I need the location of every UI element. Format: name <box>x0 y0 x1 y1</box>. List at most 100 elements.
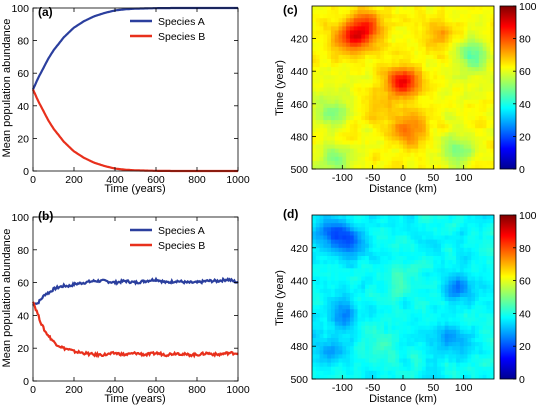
heatmap-cell <box>342 103 347 109</box>
heatmap-cell <box>482 227 487 232</box>
heatmap-cell <box>478 374 484 380</box>
heatmap-cell <box>490 91 495 97</box>
heatmap-cell <box>478 144 484 150</box>
heatmap-cell <box>459 71 465 76</box>
heatmap-cell <box>437 280 442 286</box>
heatmap-cell <box>425 313 430 318</box>
heatmap-cell <box>463 14 468 19</box>
heatmap-cell <box>380 124 385 129</box>
heatmap-cell <box>342 297 347 302</box>
heatmap-cell <box>425 264 430 269</box>
y-tick-label: 420 <box>290 34 308 46</box>
heatmap-cell <box>433 354 438 359</box>
heatmap-cell <box>376 156 381 162</box>
heatmap-cell <box>486 6 491 11</box>
heatmap-cell <box>334 346 339 351</box>
heatmap-cell <box>406 301 411 306</box>
heatmap-cell <box>399 99 404 105</box>
heatmap-cell <box>334 107 339 113</box>
heatmap-cell <box>444 34 449 40</box>
heatmap-cell <box>421 256 427 261</box>
colorbar-tick-label: 80 <box>519 243 531 255</box>
heatmap-cell <box>406 342 411 347</box>
heatmap-cell <box>414 292 419 298</box>
heatmap-cell <box>429 260 434 265</box>
heatmap-cell <box>399 160 404 166</box>
heatmap-cell <box>471 268 476 273</box>
heatmap-cell <box>444 280 449 286</box>
heatmap-cell <box>349 63 355 68</box>
heatmap-cell <box>478 26 484 31</box>
heatmap-cell <box>323 144 328 150</box>
heatmap-cell <box>437 95 442 101</box>
heatmap-cell <box>376 87 381 92</box>
heatmap-cell <box>338 284 343 290</box>
heatmap-cell <box>319 136 324 141</box>
heatmap-cell <box>467 164 472 170</box>
heatmap-cell <box>463 46 468 52</box>
heatmap-cell <box>418 317 423 322</box>
heatmap-cell <box>403 325 408 331</box>
heatmap-cell <box>452 292 457 298</box>
heatmap-cell <box>406 276 411 281</box>
heatmap-cell <box>327 219 332 224</box>
heatmap-cell <box>338 333 343 339</box>
heatmap-cell <box>425 58 430 64</box>
heatmap-cell <box>429 22 434 27</box>
heatmap-cell <box>414 83 419 88</box>
heatmap-cell <box>353 26 358 31</box>
heatmap-cell <box>478 313 484 318</box>
heatmap-cell <box>384 272 389 277</box>
heatmap-cell <box>406 313 411 318</box>
heatmap-cell <box>471 374 476 380</box>
heatmap-cell <box>330 280 336 286</box>
heatmap-cell <box>448 272 453 277</box>
heatmap-cell <box>330 6 336 11</box>
heatmap-cell <box>334 87 339 92</box>
heatmap-cell <box>482 219 487 224</box>
heatmap-cell <box>323 325 328 331</box>
heatmap-cell <box>475 374 480 380</box>
heatmap-cell <box>319 67 324 72</box>
heatmap-cell <box>365 231 370 236</box>
heatmap-cell <box>391 54 396 60</box>
heatmap-cell <box>319 317 324 322</box>
heatmap-cell <box>456 338 461 343</box>
heatmap-cell <box>323 264 328 269</box>
heatmap-cell <box>323 103 328 109</box>
heatmap-cell <box>368 260 374 265</box>
heatmap-cell <box>456 140 461 145</box>
heatmap-cell <box>486 18 491 23</box>
heatmap-cell <box>482 71 487 76</box>
heatmap-cell <box>463 342 468 347</box>
heatmap-cell <box>380 247 385 253</box>
heatmap-cell <box>467 354 472 359</box>
heatmap-cell <box>471 309 476 314</box>
heatmap-cell <box>312 128 317 133</box>
heatmap-cell <box>376 63 381 68</box>
heatmap-cell <box>452 268 457 273</box>
heatmap-cell <box>372 276 377 281</box>
heatmap-cell <box>387 350 393 355</box>
heatmap-cell <box>342 67 347 72</box>
heatmap-cell <box>444 272 449 277</box>
heatmap-cell <box>478 354 484 359</box>
heatmap-cell <box>365 140 370 145</box>
heatmap-cell <box>463 79 468 84</box>
heatmap-cell <box>399 10 404 15</box>
heatmap-cell <box>368 75 374 80</box>
heatmap-cell <box>338 329 343 335</box>
heatmap-cell <box>395 71 400 76</box>
heatmap-cell <box>346 325 351 331</box>
heatmap-cell <box>399 256 404 261</box>
heatmap-cell <box>395 75 400 80</box>
heatmap-cell <box>471 67 476 72</box>
heatmap-cell <box>448 95 453 101</box>
heatmap-cell <box>463 239 468 245</box>
heatmap-cell <box>490 215 495 220</box>
heatmap-cell <box>319 305 324 310</box>
heatmap-cell <box>459 22 465 27</box>
heatmap-cell <box>433 292 438 298</box>
heatmap-cell <box>437 235 442 240</box>
heatmap-cell <box>471 280 476 286</box>
